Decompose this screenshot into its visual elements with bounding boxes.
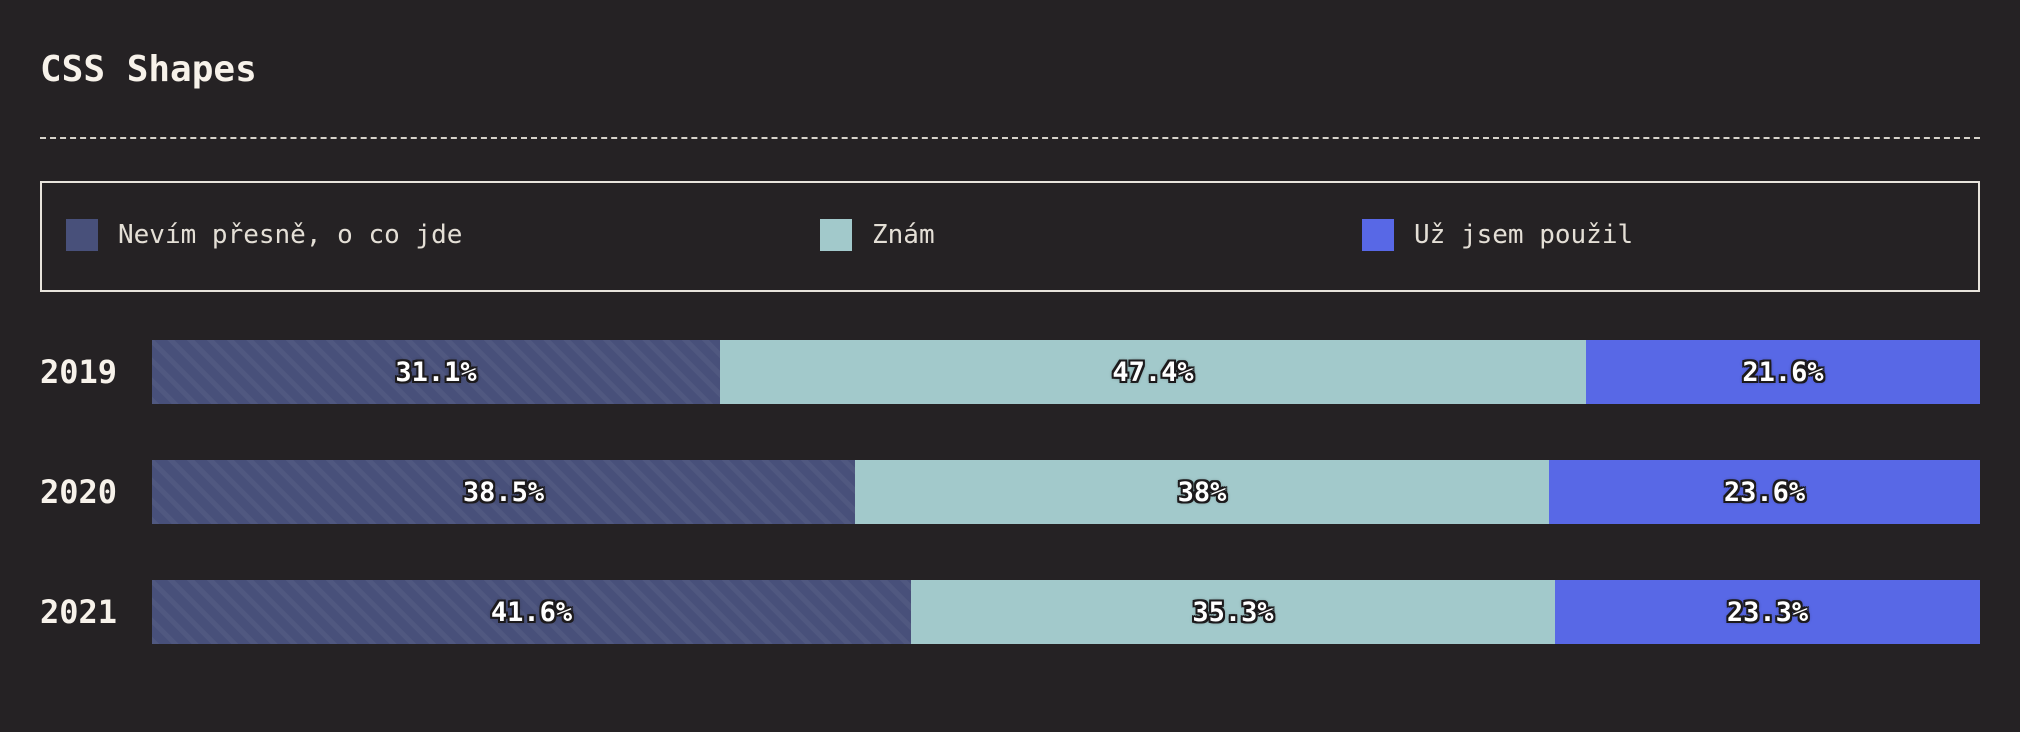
- stacked-bar: 38.5% 38% 23.6%: [152, 460, 1980, 524]
- bar-segment: 35.3%: [911, 580, 1555, 644]
- data-label: 21.6%: [1742, 356, 1824, 388]
- legend-item: Už jsem použil: [1362, 219, 1633, 251]
- stacked-bar: 41.6% 35.3% 23.3%: [152, 580, 1980, 644]
- bar-row: 2020 38.5% 38% 23.6%: [40, 460, 1980, 524]
- legend-swatch: [66, 219, 98, 251]
- bar-segment: 23.3%: [1555, 580, 1980, 644]
- category-label: 2020: [40, 473, 118, 511]
- bar-segment: 21.6%: [1586, 340, 1980, 404]
- category-label: 2019: [40, 353, 118, 391]
- bar-segment: 31.1%: [152, 340, 720, 404]
- bar-segment: 38%: [855, 460, 1549, 524]
- legend-item: Znám: [820, 219, 935, 251]
- data-label: 35.3%: [1192, 596, 1274, 628]
- data-label: 23.3%: [1726, 596, 1809, 628]
- data-label: 47.4%: [1112, 356, 1194, 388]
- bar-segment: 47.4%: [720, 340, 1586, 404]
- bar-row: 2019 31.1% 47.4% 21.6%: [40, 340, 1980, 404]
- legend-label: Nevím přesně, o co jde: [118, 220, 463, 250]
- category-label: 2021: [40, 593, 118, 631]
- chart-title: CSS Shapes: [40, 49, 257, 90]
- data-label: 41.6%: [490, 596, 573, 628]
- title-divider: [40, 137, 1980, 139]
- data-label: 23.6%: [1723, 476, 1806, 508]
- legend-swatch: [820, 219, 852, 251]
- data-label: 38%: [1177, 476, 1227, 508]
- chart-legend: Nevím přesně, o co jde Znám Už jsem použil: [40, 181, 1980, 292]
- stacked-bar: 31.1% 47.4% 21.6%: [152, 340, 1980, 404]
- bar-segment: 23.6%: [1549, 460, 1980, 524]
- bar-segment: 38.5%: [152, 460, 855, 524]
- data-label: 31.1%: [395, 356, 477, 388]
- data-label: 38.5%: [462, 476, 545, 508]
- legend-swatch: [1362, 219, 1394, 251]
- legend-item: Nevím přesně, o co jde: [66, 219, 462, 251]
- legend-label: Znám: [872, 220, 935, 250]
- bar-segment: 41.6%: [152, 580, 911, 644]
- bar-row: 2021 41.6% 35.3% 23.3%: [40, 580, 1980, 644]
- legend-label: Už jsem použil: [1414, 220, 1634, 250]
